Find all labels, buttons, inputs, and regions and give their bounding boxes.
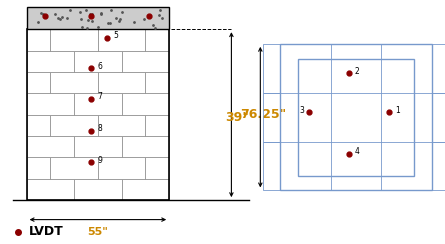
Bar [27,7,169,29]
Bar [121,179,169,200]
Text: 9: 9 [97,156,102,165]
Text: 1: 1 [97,10,102,18]
Bar [146,29,169,51]
Bar [146,72,169,93]
Bar [27,157,50,179]
Text: 2: 2 [155,10,160,18]
Bar [27,29,169,200]
Bar [146,157,169,179]
Bar [27,72,50,93]
Bar [50,157,98,179]
Text: 4: 4 [355,147,360,156]
Text: LVDT: LVDT [29,225,64,238]
Bar [74,136,121,157]
Bar [50,29,98,51]
Bar [27,179,74,200]
Bar [432,44,445,93]
Bar [27,29,50,51]
Bar [98,115,146,136]
Bar [280,44,432,190]
Bar [432,142,445,190]
Bar [121,136,169,157]
Bar [263,44,280,93]
Bar [27,51,74,72]
Bar [98,157,146,179]
Bar [98,72,146,93]
Bar [98,29,146,51]
Bar [27,136,74,157]
Bar [74,179,121,200]
Text: 55": 55" [88,227,108,237]
Bar [50,72,98,93]
Text: 5: 5 [113,31,118,40]
Bar [121,93,169,115]
Text: 2: 2 [355,67,360,76]
Text: 76.25": 76.25" [240,108,287,121]
Text: 6: 6 [97,62,102,71]
Bar [298,59,414,176]
Bar [146,115,169,136]
Bar [27,93,74,115]
Text: 7: 7 [97,92,102,101]
Bar [27,115,50,136]
Bar [74,51,121,72]
Text: 8: 8 [97,124,102,133]
Bar [263,142,280,190]
Bar [121,51,169,72]
Bar [74,93,121,115]
Bar [263,93,280,142]
Bar [432,93,445,142]
Bar [50,115,98,136]
Text: 3: 3 [299,106,304,115]
Text: 39": 39" [225,111,249,124]
Text: 4: 4 [33,10,38,18]
Text: 1: 1 [395,106,400,115]
